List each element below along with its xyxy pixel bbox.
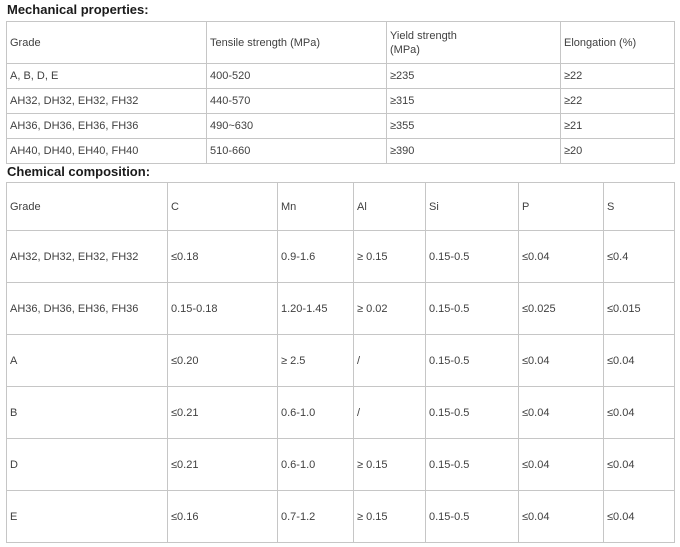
table-cell: ≤0.20 xyxy=(167,334,278,387)
table-cell: ≤0.04 xyxy=(518,334,604,387)
table-cell: 0.15-0.5 xyxy=(425,334,519,387)
table-cell: 0.7-1.2 xyxy=(277,490,354,543)
table-cell: A xyxy=(6,334,168,387)
table-cell: ≤0.16 xyxy=(167,490,278,543)
table-cell: ≥ 0.02 xyxy=(353,282,426,335)
table-cell: ≥390 xyxy=(386,138,561,164)
table-cell: ≥ 0.15 xyxy=(353,438,426,491)
table-cell: 0.6-1.0 xyxy=(277,438,354,491)
table-cell: / xyxy=(353,386,426,439)
table-cell: 440-570 xyxy=(206,88,387,114)
column-header-tensile-strength: Tensile strength (MPa) xyxy=(206,21,387,64)
table-cell: 0.15-0.5 xyxy=(425,386,519,439)
table-row: AH36, DH36, EH36, FH36 0.15-0.18 1.20-1.… xyxy=(6,282,675,335)
table-cell: 0.9-1.6 xyxy=(277,230,354,283)
table-cell: 0.15-0.5 xyxy=(425,438,519,491)
table-cell: D xyxy=(6,438,168,491)
table-cell: 0.15-0.5 xyxy=(425,230,519,283)
table-row: D ≤0.21 0.6-1.0 ≥ 0.15 0.15-0.5 ≤0.04 ≤0… xyxy=(6,438,675,491)
table-cell: AH36, DH36, EH36, FH36 xyxy=(6,113,207,139)
table-cell: ≤0.04 xyxy=(518,438,604,491)
table-cell: 400-520 xyxy=(206,63,387,89)
column-header-manganese: Mn xyxy=(277,182,354,231)
table-row: AH32, DH32, EH32, FH32 440-570 ≥315 ≥22 xyxy=(6,88,675,114)
table-cell: E xyxy=(6,490,168,543)
table-cell: ≤0.015 xyxy=(603,282,675,335)
table-cell: ≥ 0.15 xyxy=(353,490,426,543)
table-cell: 0.15-0.5 xyxy=(425,490,519,543)
table-cell: ≤0.04 xyxy=(603,334,675,387)
table-row: A, B, D, E 400-520 ≥235 ≥22 xyxy=(6,63,675,89)
table-cell: ≤0.025 xyxy=(518,282,604,335)
table-row: AH36, DH36, EH36, FH36 490~630 ≥355 ≥21 xyxy=(6,113,675,139)
table-cell: ≥22 xyxy=(560,88,675,114)
table-cell: B xyxy=(6,386,168,439)
table-cell: A, B, D, E xyxy=(6,63,207,89)
table-cell: ≤0.04 xyxy=(518,386,604,439)
table-cell: AH32, DH32, EH32, FH32 xyxy=(6,230,168,283)
table-row: AH32, DH32, EH32, FH32 ≤0.18 0.9-1.6 ≥ 0… xyxy=(6,230,675,283)
table-row: A ≤0.20 ≥ 2.5 / 0.15-0.5 ≤0.04 ≤0.04 xyxy=(6,334,675,387)
table-cell: ≥315 xyxy=(386,88,561,114)
table-row: B ≤0.21 0.6-1.0 / 0.15-0.5 ≤0.04 ≤0.04 xyxy=(6,386,675,439)
table-cell: 1.20-1.45 xyxy=(277,282,354,335)
table-cell: ≤0.21 xyxy=(167,438,278,491)
column-header-phosphorus: P xyxy=(518,182,604,231)
table-cell: 0.15-0.18 xyxy=(167,282,278,335)
table-cell: ≤0.04 xyxy=(603,386,675,439)
table-cell: AH32, DH32, EH32, FH32 xyxy=(6,88,207,114)
table-row: E ≤0.16 0.7-1.2 ≥ 0.15 0.15-0.5 ≤0.04 ≤0… xyxy=(6,490,675,543)
table-cell: ≥ 2.5 xyxy=(277,334,354,387)
table-header-row: Grade C Mn Al Si P S xyxy=(6,182,675,231)
table-cell: ≥355 xyxy=(386,113,561,139)
table-cell: ≤0.18 xyxy=(167,230,278,283)
column-header-grade: Grade xyxy=(6,182,168,231)
table-cell: 490~630 xyxy=(206,113,387,139)
table-cell: / xyxy=(353,334,426,387)
column-header-aluminium: Al xyxy=(353,182,426,231)
table-cell: ≥20 xyxy=(560,138,675,164)
table-cell: AH36, DH36, EH36, FH36 xyxy=(6,282,168,335)
table-row: AH40, DH40, EH40, FH40 510-660 ≥390 ≥20 xyxy=(6,138,675,164)
table-cell: 0.6-1.0 xyxy=(277,386,354,439)
mechanical-properties-heading: Mechanical properties: xyxy=(7,2,149,17)
column-header-silicon: Si xyxy=(425,182,519,231)
table-cell: ≥ 0.15 xyxy=(353,230,426,283)
table-cell: ≤0.21 xyxy=(167,386,278,439)
column-header-sulfur: S xyxy=(603,182,675,231)
table-cell: 510-660 xyxy=(206,138,387,164)
column-header-yield-strength: Yield strength (MPa) xyxy=(386,21,561,64)
chemical-composition-table: Grade C Mn Al Si P S AH32, DH32, EH32, F… xyxy=(6,182,675,543)
column-header-grade: Grade xyxy=(6,21,207,64)
table-cell: ≤0.04 xyxy=(603,490,675,543)
table-cell: ≤0.4 xyxy=(603,230,675,283)
column-header-elongation: Elongation (%) xyxy=(560,21,675,64)
table-cell: ≤0.04 xyxy=(518,490,604,543)
mechanical-properties-table: Grade Tensile strength (MPa) Yield stren… xyxy=(6,21,675,164)
table-cell: ≥22 xyxy=(560,63,675,89)
column-header-carbon: C xyxy=(167,182,278,231)
table-cell: ≥235 xyxy=(386,63,561,89)
table-header-row: Grade Tensile strength (MPa) Yield stren… xyxy=(6,21,675,64)
table-cell: 0.15-0.5 xyxy=(425,282,519,335)
table-cell: ≥21 xyxy=(560,113,675,139)
table-cell: ≤0.04 xyxy=(518,230,604,283)
chemical-composition-heading: Chemical composition: xyxy=(7,164,151,179)
table-cell: ≤0.04 xyxy=(603,438,675,491)
table-cell: AH40, DH40, EH40, FH40 xyxy=(6,138,207,164)
